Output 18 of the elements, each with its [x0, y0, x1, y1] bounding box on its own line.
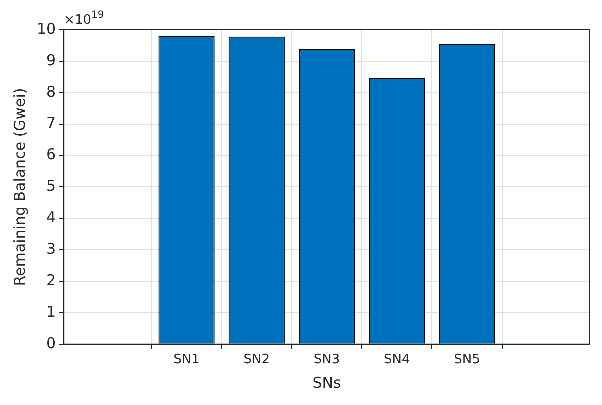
x-tick-label: SN3	[314, 352, 340, 368]
x-tick-label: SN5	[454, 352, 480, 368]
y-tick-label: 5	[46, 177, 56, 196]
y-tick-label: 0	[46, 334, 56, 352]
y-tick-label: 3	[46, 240, 56, 258]
y-tick-label: 6	[46, 146, 56, 164]
y-tick-label: 4	[46, 208, 56, 227]
x-axis-title: SNs	[312, 374, 342, 392]
y-tick-label: 10	[36, 20, 56, 38]
x-tick-label: SN2	[244, 352, 270, 368]
y-tick-label: 7	[46, 114, 56, 132]
y-tick-label: 1	[46, 302, 56, 321]
x-tick-label: SN1	[174, 352, 200, 368]
y-axis-title: Remaining Balance (Gwei)	[10, 88, 29, 286]
y-tick-label: 2	[46, 271, 56, 290]
y-tick-label: 9	[46, 51, 56, 70]
x-tick-label: SN4	[384, 352, 410, 368]
y-tick-label: 8	[46, 82, 56, 101]
